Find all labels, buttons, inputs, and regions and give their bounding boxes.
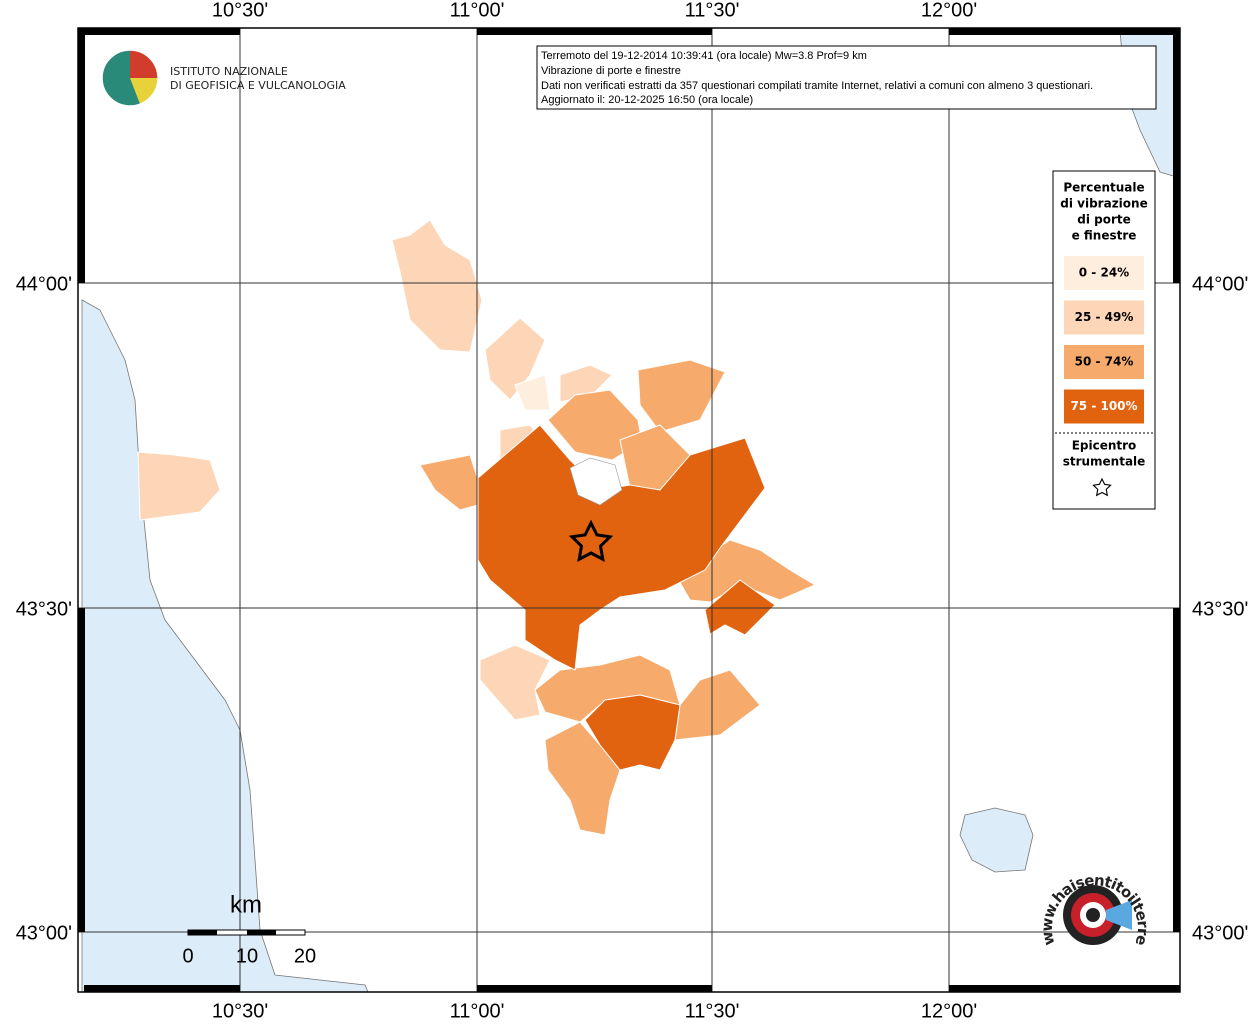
- lake: [959, 807, 1034, 873]
- municipality: [514, 374, 551, 411]
- lat-label: 43°00': [16, 922, 72, 944]
- frame-bar: [949, 28, 1180, 35]
- frame: [77, 27, 1181, 993]
- legend-swatch: [1064, 300, 1144, 335]
- scale-unit: km: [230, 891, 262, 918]
- logo-globe: [130, 50, 158, 78]
- info-line: Terremoto del 19-12-2014 10:39:41 (ora l…: [541, 50, 867, 62]
- frame-bar: [1173, 608, 1180, 932]
- info-line: Dati non verificati estratti da 357 ques…: [541, 80, 1093, 92]
- municipality: [484, 317, 546, 401]
- municipality: [544, 721, 621, 836]
- municipality: [547, 389, 643, 461]
- scale-label: 20: [294, 945, 316, 967]
- legend: Percentuale di vibrazione di porte e fin…: [1052, 170, 1156, 510]
- legend-title: di porte: [1077, 213, 1131, 227]
- frame-bar: [949, 985, 1180, 992]
- logo-text: DI GEOFISICA E VULCANOLOGIA: [170, 79, 346, 92]
- frame-bar: [477, 28, 712, 35]
- lon-label: 10°30': [212, 1000, 268, 1022]
- legend-swatch: [1064, 256, 1144, 290]
- municipality: [559, 364, 613, 403]
- municipality: [479, 644, 551, 721]
- legend-title: Percentuale: [1063, 181, 1144, 195]
- scale-label: 0: [182, 945, 193, 967]
- legend-swatch: [1064, 345, 1144, 379]
- lon-label: 11°30': [685, 0, 740, 21]
- municipality: [584, 694, 681, 771]
- lon-label: 11°30': [685, 1000, 740, 1022]
- legend-label: 75 - 100%: [1070, 399, 1137, 413]
- legend-label: 0 - 24%: [1079, 266, 1129, 280]
- legend-frame: [1052, 170, 1156, 510]
- info-line: Aggiornato il: 20-12-2025 16:50 (ora loc…: [541, 94, 753, 106]
- scale-bar: km 0 10 20: [182, 891, 316, 967]
- frame-bar: [477, 985, 712, 992]
- legend-label: 25 - 49%: [1075, 310, 1134, 324]
- municipality: [391, 219, 483, 353]
- frame-bar: [84, 985, 240, 992]
- lat-label: 44°00': [16, 273, 72, 295]
- lon-label: 12°00': [921, 1000, 977, 1022]
- info-line: Vibrazione di porte e finestre: [541, 65, 681, 77]
- municipality: [637, 359, 726, 433]
- scale-label: 10: [236, 945, 258, 967]
- legend-epicenter: strumentale: [1063, 455, 1146, 469]
- watermark-ring: [1086, 908, 1100, 922]
- lat-label: 43°30': [1192, 598, 1248, 620]
- legend-label: 50 - 74%: [1075, 355, 1134, 369]
- lat-label: 43°00': [1192, 922, 1248, 944]
- sea: [81, 299, 369, 993]
- legend-star: [1092, 477, 1112, 497]
- lon-label: 10°30': [212, 0, 268, 21]
- scale-segment: [188, 930, 217, 935]
- municipality: [569, 457, 623, 506]
- lat-label: 43°30': [16, 598, 72, 620]
- logo-text: ISTITUTO NAZIONALE: [170, 65, 288, 78]
- frame-bar: [78, 608, 85, 932]
- info-box: Terremoto del 19-12-2014 10:39:41 (ora l…: [536, 45, 1157, 110]
- frame-bar: [78, 28, 85, 283]
- logo-globe: [130, 78, 158, 104]
- watermark-cone: [1106, 900, 1132, 930]
- epicenter-star: [568, 519, 614, 562]
- scale-segment: [247, 930, 276, 935]
- logo-globe: [101, 49, 159, 107]
- axis-labels: 10°30' 11°00' 11°30' 12°00' 10°30' 11°00…: [16, 0, 1249, 1022]
- legend-swatch: [1064, 389, 1144, 424]
- legend-epicenter: Epicentro: [1072, 439, 1137, 453]
- info-frame: [536, 45, 1157, 110]
- lat-label: 44°00': [1192, 273, 1248, 295]
- municipalities: [137, 219, 817, 836]
- legend-title: di vibrazione: [1060, 197, 1147, 211]
- legend-title: e finestre: [1072, 229, 1137, 243]
- municipality: [137, 451, 221, 521]
- lon-label: 11°00': [450, 1000, 505, 1022]
- lon-label: 12°00': [921, 0, 977, 21]
- frame-bar: [84, 28, 240, 35]
- frame-bar: [1173, 28, 1180, 283]
- lon-label: 11°00': [450, 0, 505, 21]
- ingv-logo: ISTITUTO NAZIONALE DI GEOFISICA E VULCAN…: [101, 49, 346, 107]
